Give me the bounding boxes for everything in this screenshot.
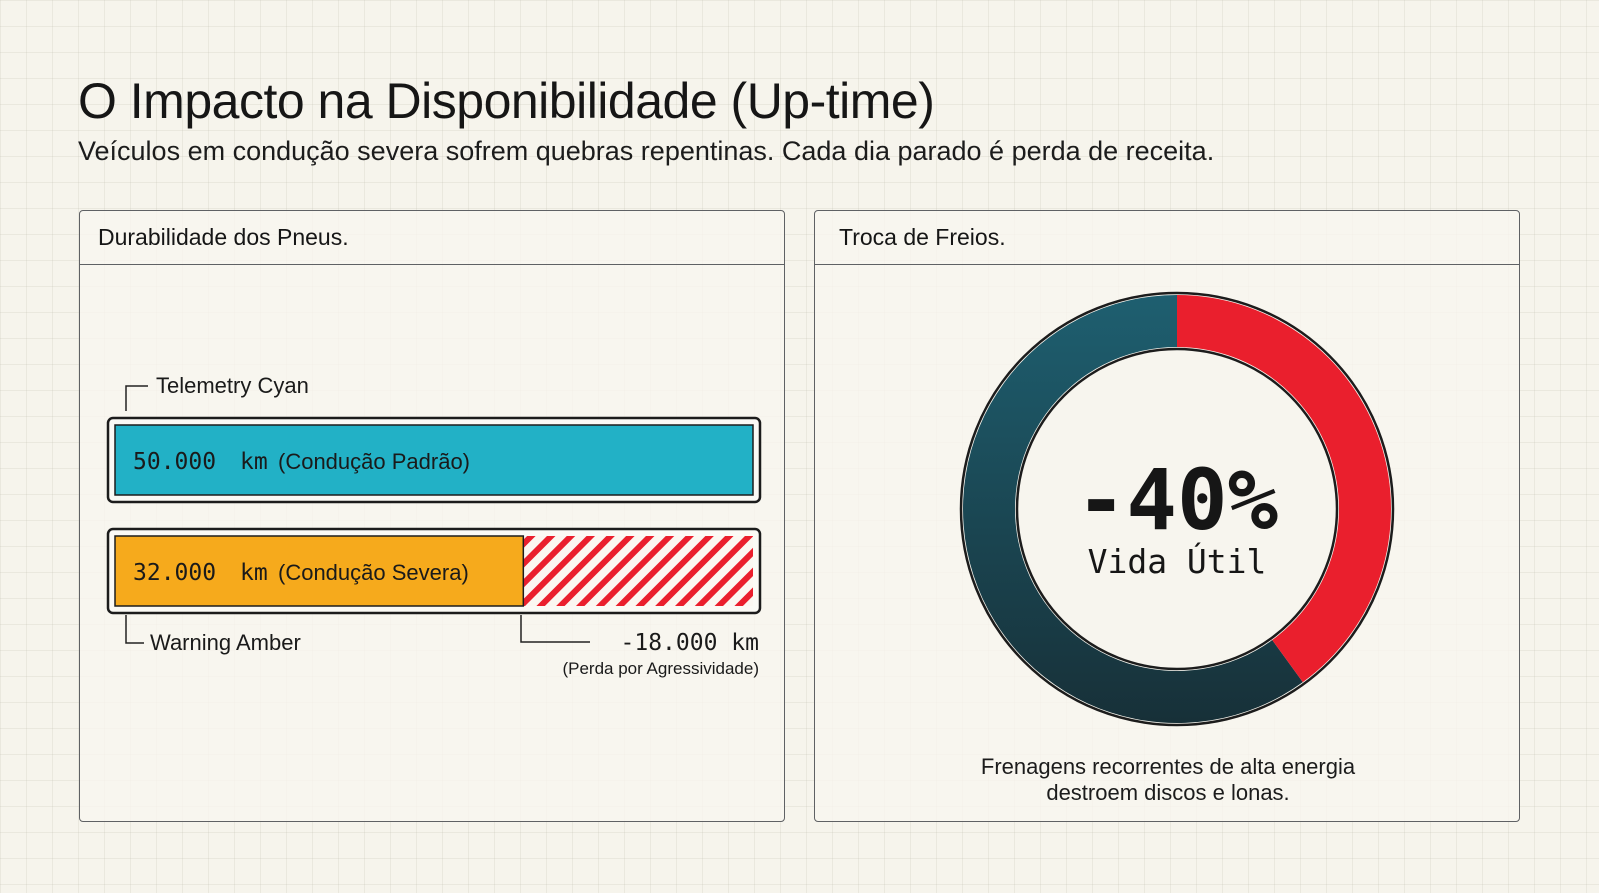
page-subtitle: Veículos em condução severa sofrem quebr… [78, 136, 1215, 166]
loss-label: (Perda por Agressividade) [562, 659, 759, 678]
brakes-caption-line2: destroem discos e lonas. [1046, 780, 1290, 805]
brakes-panel-header: Troca de Freios. [815, 211, 1519, 265]
severe-bar-unit: km [240, 560, 268, 586]
tires-panel: Durabilidade dos Pneus. Telemetry Cyan 5… [79, 210, 785, 822]
loss-callout-line [520, 615, 590, 643]
amber-callout-label: Warning Amber [150, 630, 301, 655]
loss-value: -18.000 km [621, 630, 759, 656]
brakes-caption-line1: Frenagens recorrentes de alta energia [980, 754, 1356, 779]
severe-bar-value: 32.000 [133, 560, 216, 586]
brakes-caption: Frenagens recorrentes de alta energia de… [815, 754, 1521, 806]
ring-inner-border [1015, 347, 1339, 671]
ring-outer-border [959, 291, 1395, 727]
cyan-callout-label: Telemetry Cyan [156, 373, 309, 398]
cyan-callout-line [125, 385, 148, 411]
ring-center-label: Vida Útil [1088, 541, 1267, 581]
page-title: O Impacto na Disponibilidade (Up-time) [78, 73, 935, 129]
ring-slice-remaining [962, 295, 1303, 724]
loss-hatch-bar [523, 536, 753, 606]
tires-bar-chart: Telemetry Cyan 50.000 km (Condução Padrã… [106, 373, 762, 678]
ring-center-value: -40% [1076, 451, 1278, 549]
standard-bar-value: 50.000 [133, 449, 216, 475]
standard-bar [114, 424, 754, 496]
severe-bar-label: (Condução Severa) [278, 560, 469, 585]
severe-bar [114, 535, 525, 607]
standard-bar-unit: km [240, 449, 268, 475]
brakes-panel: Troca de Freios. -40% Vida Útil Frenagen… [814, 210, 1520, 822]
amber-callout-line [125, 615, 144, 644]
tires-panel-header: Durabilidade dos Pneus. [80, 211, 784, 265]
standard-bar-label: (Condução Padrão) [278, 449, 470, 474]
brakes-ring-chart: -40% Vida Útil [959, 291, 1395, 727]
ring-slice-loss [1177, 295, 1391, 683]
